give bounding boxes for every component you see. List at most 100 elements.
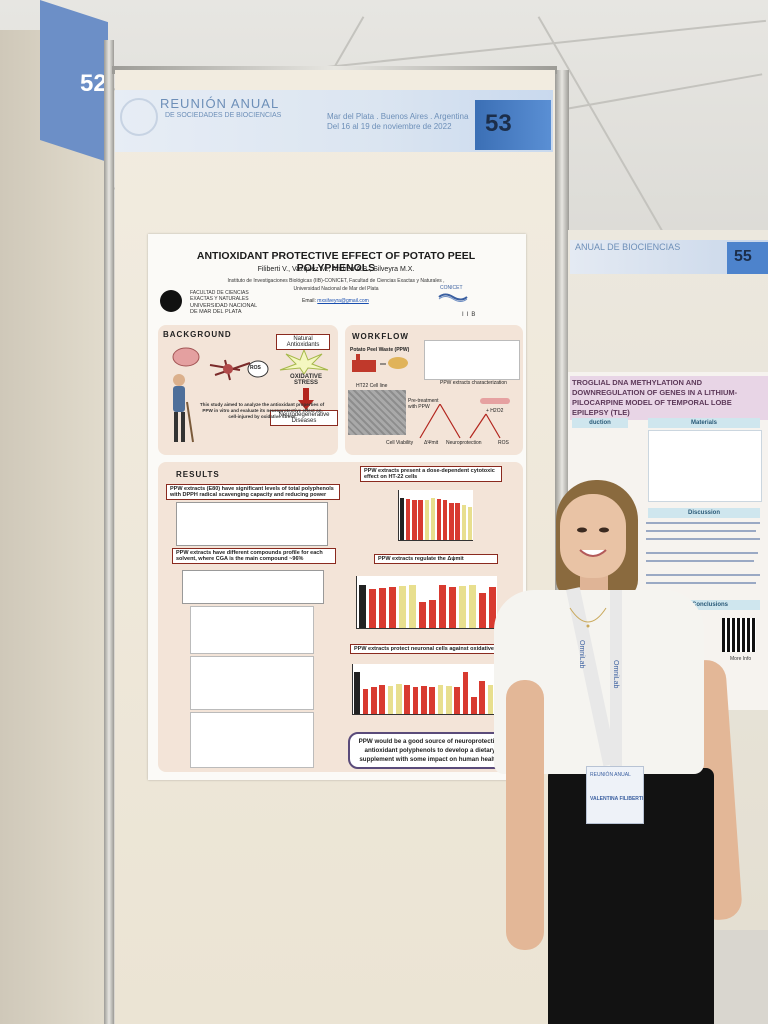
elderly-person-icon [173, 374, 194, 443]
dpsi-label: ΔΨmit [424, 440, 439, 446]
result-protection-box: PPW extracts protect neuronal cells agai… [350, 644, 508, 654]
dpsi-chart [356, 576, 497, 629]
chart-bar [430, 498, 436, 540]
conference-dates: Del 16 al 19 de noviembre de 2022 [327, 122, 452, 131]
chart-bar [362, 689, 369, 714]
chart-bar [370, 686, 377, 714]
natural-antioxidants-box: Natural Antioxidants [276, 334, 330, 350]
cell-viability-label: Cell Viability [386, 440, 414, 446]
more-info-label: More Info [730, 656, 752, 662]
conclusion-box: PPW would be a good source of neuroprote… [348, 732, 512, 769]
conference-seal-icon [120, 98, 158, 136]
lanyard-text: OmniLab [612, 660, 619, 689]
chromatogram-ethanol-50 [190, 656, 314, 710]
badge-name: VALENTINA FILIBERTI [590, 796, 644, 802]
text-line [646, 538, 760, 540]
chart-bar [399, 498, 405, 540]
chart-bar [479, 680, 486, 714]
compounds-table [182, 570, 324, 604]
h2o2-label: + H2O2 [486, 408, 504, 414]
poster-authors: Filiberti V., Vazquez M., Andreu A.B., S… [257, 266, 415, 273]
chart-bar [404, 684, 411, 714]
board-number-box [475, 100, 551, 150]
chart-bar [467, 506, 473, 540]
name-badge [586, 766, 644, 824]
chart-bar [438, 584, 446, 628]
materials-diagram [648, 430, 762, 502]
chart-bar [445, 685, 452, 714]
down-arrow-icon [298, 388, 314, 410]
chart-bar [448, 586, 456, 628]
cell-microscopy-image [348, 390, 406, 435]
right-section-introduction: duction [572, 418, 628, 428]
result-cytotoxic-box: PPW extracts present a dose-dependent cy… [360, 466, 502, 482]
lanyard-strap [610, 590, 622, 770]
chart-bar [428, 599, 436, 628]
protection-chart [352, 664, 503, 715]
person-left-arm [506, 680, 544, 950]
chart-bar [412, 686, 419, 714]
poster-university: Universidad Nacional de Mar del Plata [293, 286, 379, 292]
chart-bar [418, 602, 426, 628]
chart-bar [388, 586, 396, 628]
chart-bar [455, 503, 460, 540]
text-line [646, 522, 760, 524]
chart-bar [354, 672, 361, 714]
person-face [560, 494, 626, 578]
conicet-logo: CONICET [440, 285, 463, 291]
chart-bar [429, 687, 436, 714]
oxidative-stress-label: OXIDATIVE STRESS [290, 374, 322, 386]
chart-bar [437, 684, 444, 714]
qr-code-icon[interactable] [722, 618, 756, 652]
neurodegenerative-diseases-box: Neurodegenerative Diseases [270, 410, 338, 426]
smile-face-icon [577, 527, 609, 557]
result-polyphenols-box: PPW extracts (E80) have significant leve… [166, 484, 340, 500]
text-line [646, 530, 756, 532]
characterization-chromatogram [424, 340, 520, 380]
right-board-number: 55 [734, 248, 752, 265]
characterization-label: PPW extracts characterization [440, 380, 507, 386]
chart-bar [378, 588, 386, 628]
chart-bar [443, 500, 448, 540]
left-poster-board [0, 30, 108, 1024]
right-poster-title: TROGLIAL DNA METHYLATION AND DOWNREGULAT… [570, 376, 768, 420]
cell-line-label: HT22 Cell line [356, 383, 388, 389]
chart-bar [379, 684, 386, 714]
right-section-conclusions: Conclusions [660, 600, 760, 610]
faculty-logo-icon [160, 290, 182, 312]
university-logo-text: UNIVERSIDAD NACIONAL DE MAR DEL PLATA [190, 303, 258, 315]
ros-workflow-label: ROS [498, 440, 509, 446]
text-line [646, 574, 760, 576]
result-dpsi-box: PPW extracts regulate the Δψmit [374, 554, 498, 564]
lanyard-text: OmniLab [578, 640, 585, 669]
background-label: BACKGROUND [163, 330, 232, 339]
chart-bar [387, 685, 394, 714]
board-number: 53 [485, 110, 512, 137]
pretreatment-label: Pre-treatment with PPW [408, 398, 439, 410]
chart-bar [398, 585, 406, 628]
poster-title: ANTIOXIDANT PROTECTIVE EFFECT OF POTATO … [196, 250, 476, 274]
chart-bar [424, 500, 429, 540]
chart-bar [420, 685, 427, 714]
neuroprotection-label: Neuroprotection [446, 440, 482, 446]
chart-bar [488, 586, 496, 628]
chart-bar [478, 593, 486, 628]
email-link[interactable]: mxsilveyra@gmail.com [317, 298, 369, 304]
workflow-arrows-icon [419, 404, 501, 439]
text-line [646, 582, 756, 584]
chart-bar [436, 499, 442, 540]
chart-bar [454, 686, 461, 714]
chart-bar [461, 504, 466, 540]
chart-bar [408, 584, 416, 628]
iib-logo: IIB [462, 312, 479, 318]
text-line [646, 552, 758, 554]
study-aim-text: This study aimed to analyze the antioxid… [199, 402, 325, 419]
chromatogram-water [190, 712, 314, 768]
chart-bar [468, 584, 476, 628]
poster-email: Email: mxsilveyra@gmail.com [302, 298, 369, 304]
chart-bar [368, 589, 376, 628]
ros-label: ROS [250, 365, 261, 371]
right-section-discussion: Discussion [648, 508, 760, 518]
chart-bar [449, 502, 454, 540]
faculty-logo-text: FACULTAD DE CIENCIAS EXACTAS Y NATURALES [190, 290, 249, 302]
